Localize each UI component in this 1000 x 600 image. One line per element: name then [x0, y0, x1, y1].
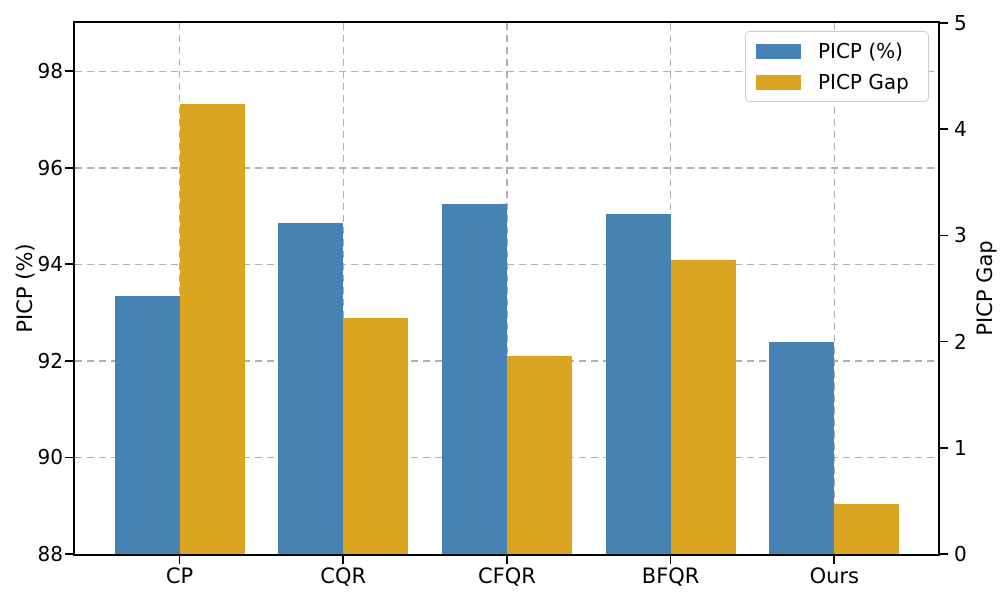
right-tick — [940, 22, 948, 24]
gridline-vertical — [178, 23, 181, 554]
left-tick-label: 94 — [37, 252, 63, 277]
legend-entry-gap: PICP Gap — [756, 70, 918, 94]
right-tick-label: 3 — [954, 223, 967, 248]
right-tick — [940, 446, 948, 449]
right-tick-label: 4 — [954, 117, 967, 142]
bar-picp-cfqr — [441, 204, 507, 554]
bottom-tick — [669, 556, 672, 564]
bottom-tick — [506, 556, 508, 564]
right-tick-label: 1 — [954, 435, 967, 460]
left-tick — [65, 263, 73, 266]
category-label-ours: Ours — [809, 564, 859, 588]
bottom-tick — [178, 556, 181, 564]
legend-label-gap: PICP Gap — [818, 70, 909, 94]
legend: PICP (%) PICP Gap — [745, 31, 929, 102]
bar-gap-ours — [834, 504, 900, 554]
left-tick-label: 92 — [37, 348, 63, 373]
bar-picp-cp — [114, 295, 180, 554]
left-tick-label: 98 — [37, 59, 63, 84]
left-tick — [65, 70, 73, 73]
bar-gap-cqr — [343, 318, 409, 554]
right-axis-title: PICP Gap — [973, 240, 997, 336]
gridline-vertical — [342, 23, 344, 554]
left-tick — [65, 553, 73, 555]
right-tick-label: 5 — [954, 11, 967, 35]
right-tick — [940, 340, 948, 343]
legend-swatch-gap-icon — [756, 74, 801, 90]
bar-gap-bfqr — [670, 259, 736, 554]
category-label-cqr: CQR — [320, 564, 367, 588]
bottom-tick — [342, 556, 345, 564]
left-tick — [65, 166, 73, 169]
plot-area — [75, 23, 938, 554]
left-axis-title: PICP (%) — [13, 243, 37, 333]
left-tick-label: 90 — [37, 445, 63, 470]
left-tick-label: 88 — [37, 542, 63, 566]
bar-gap-cfqr — [506, 356, 572, 554]
right-tick — [940, 553, 948, 555]
right-tick — [940, 234, 948, 237]
bar-picp-bfqr — [605, 213, 671, 554]
bar-picp-cqr — [278, 223, 344, 554]
bar-picp-ours — [769, 341, 835, 554]
category-label-bfqr: BFQR — [641, 564, 700, 588]
right-tick — [940, 128, 948, 131]
right-tick-label: 0 — [954, 542, 967, 566]
category-label-cfqr: CFQR — [477, 564, 536, 588]
gridline-vertical — [833, 23, 835, 554]
left-tick — [65, 456, 73, 459]
legend-entry-picp: PICP (%) — [756, 39, 918, 63]
left-tick — [65, 360, 73, 362]
left-tick-label: 96 — [37, 155, 63, 180]
bar-gap-cp — [179, 103, 245, 554]
right-tick-label: 2 — [954, 329, 967, 354]
bottom-tick — [833, 556, 836, 564]
legend-swatch-picp-icon — [756, 43, 801, 59]
legend-label-picp: PICP (%) — [818, 39, 903, 63]
category-label-cp: CP — [165, 564, 194, 588]
